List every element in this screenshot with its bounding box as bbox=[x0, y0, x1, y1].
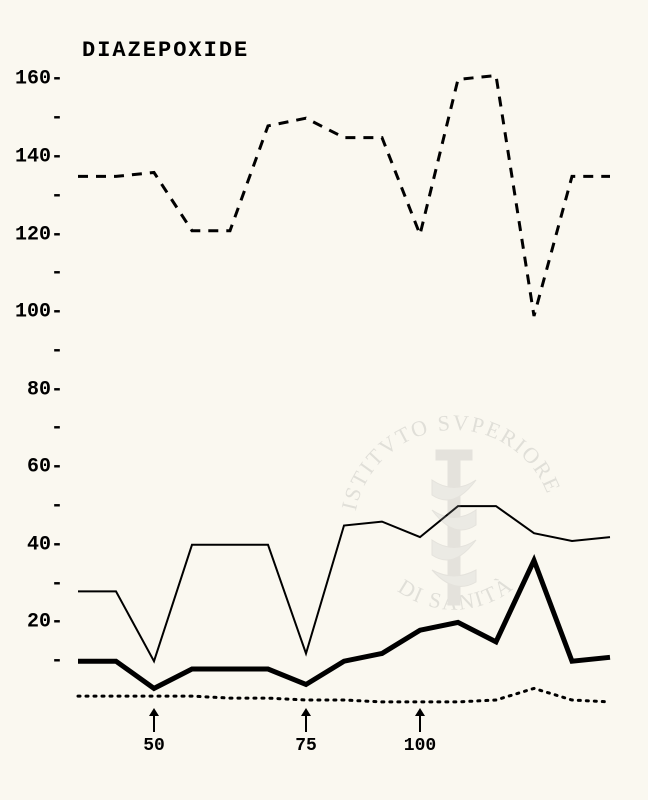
series-thick-solid bbox=[78, 560, 610, 688]
x-tick-label: 75 bbox=[295, 736, 317, 756]
page: DIAZEPOXIDE 20-40-60-80-100-120-140-160-… bbox=[0, 0, 648, 800]
x-arrow bbox=[305, 714, 307, 732]
series-dashed bbox=[78, 76, 610, 317]
x-tick-label: 50 bbox=[143, 736, 165, 756]
series-dotted bbox=[78, 688, 610, 702]
x-arrow bbox=[153, 714, 155, 732]
x-arrow bbox=[419, 714, 421, 732]
chart-svg bbox=[0, 0, 648, 800]
x-tick-label: 100 bbox=[404, 736, 436, 756]
series-thin-solid bbox=[78, 506, 610, 661]
